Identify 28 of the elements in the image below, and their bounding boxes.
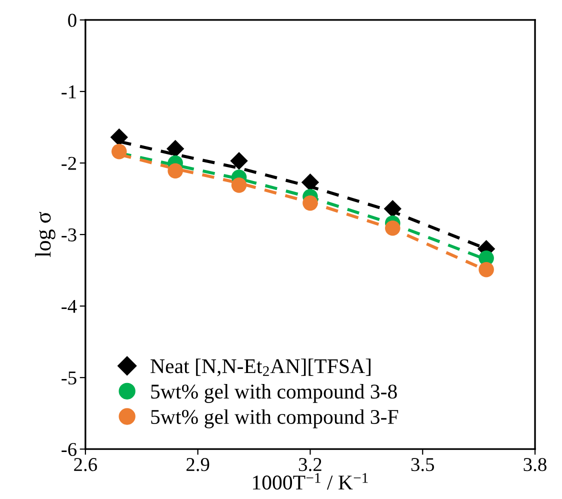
point (110, 128, 128, 146)
y-tick-label: -6 (62, 442, 77, 456)
y-tick-label: -5 (62, 372, 76, 385)
legend-label: Neat [N,N-Et$_{2}$AN][TFSA] (150, 358, 370, 376)
point (112, 144, 127, 160)
x-tick-label: 2.9 (186, 458, 210, 472)
point (478, 262, 494, 278)
point (302, 195, 318, 211)
y-tick-label: -4 (62, 300, 77, 313)
x-tick-label: 3.8 (524, 458, 546, 472)
legend-label: 5wt% gel with compound 3-F (151, 409, 398, 428)
point (166, 140, 184, 158)
point (231, 178, 247, 193)
y-tick-label: 0 (68, 14, 76, 27)
y-tick-label: -3 (62, 228, 76, 242)
y-tick-label: -2 (62, 156, 76, 170)
x-axis-title: 1000T$^{−1}$ / K$^{−1}$ (252, 473, 368, 490)
point (385, 220, 400, 236)
x-tick-label: 3.2 (299, 458, 322, 472)
point (230, 152, 248, 170)
x-tick-label: 3.5 (411, 458, 434, 472)
y-tick-label: -1 (62, 85, 76, 98)
x-tick-label: 2.6 (74, 458, 97, 472)
point (168, 163, 183, 179)
point (301, 173, 320, 192)
legend-label: 5wt% gel with compound 3-8 (151, 384, 397, 403)
point (384, 200, 402, 218)
y-axis-title: log σ (35, 212, 56, 258)
